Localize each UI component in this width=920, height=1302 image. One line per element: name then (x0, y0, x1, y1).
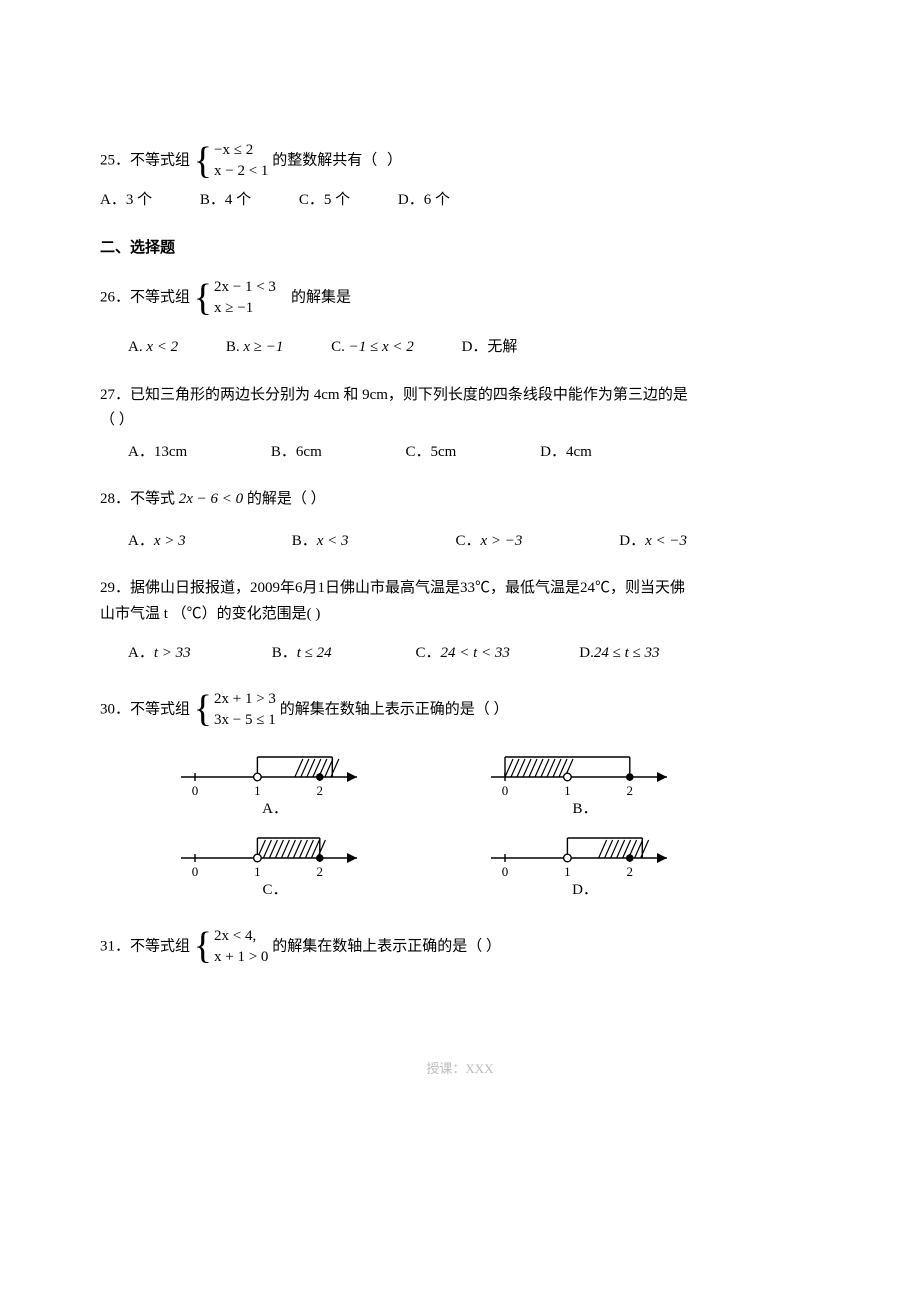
q28-opt-d: D．x < −3 (619, 529, 779, 555)
svg-text:1: 1 (564, 783, 571, 797)
q30-suffix: 的解集在数轴上表示正确的是（ ） (280, 701, 509, 717)
question-30: 30．不等式组 { 2x + 1 > 3 3x − 5 ≤ 1 的解集在数轴上表… (100, 689, 820, 904)
q29-opt-a: A．t > 33 (128, 641, 268, 667)
page-footer: 授课：XXX (100, 1058, 820, 1080)
brace-icon: { (194, 281, 212, 315)
q25-opt-b: B．4 个 (200, 188, 251, 214)
number-line-d: 0 1 2 (470, 826, 700, 878)
q25-eq2: x − 2 < 1 (214, 161, 268, 182)
q30-cell-a: 0 1 2 A． (160, 745, 390, 823)
q30-system: { 2x + 1 > 3 3x − 5 ≤ 1 (194, 689, 276, 731)
q28-suffix: 的解是（ ） (247, 491, 326, 507)
question-26: 26．不等式组 { 2x − 1 < 3 x ≥ −1 的解集是 A. x < … (100, 277, 820, 361)
q31-prefix: 31．不等式组 (100, 938, 190, 954)
q30-label-c: C． (160, 878, 390, 904)
q26-eq1: 2x − 1 < 3 (214, 277, 276, 298)
q27-options: A．13cm B．6cm C．5cm D．4cm (100, 440, 820, 466)
q25-suffix: 的整数解共有（ (272, 152, 377, 168)
q25-prefix: 25．不等式组 (100, 152, 190, 168)
svg-text:0: 0 (502, 864, 509, 878)
q26-equations: 2x − 1 < 3 x ≥ −1 (214, 277, 276, 319)
svg-text:1: 1 (254, 864, 261, 878)
q26-system: { 2x − 1 < 3 x ≥ −1 (194, 277, 276, 319)
brace-icon: { (194, 144, 212, 178)
q26-prefix: 26．不等式组 (100, 289, 190, 305)
q26-opt-b: B. x ≥ −1 (226, 335, 284, 361)
q29-opt-c: C．24 < t < 33 (416, 641, 576, 667)
q30-equations: 2x + 1 > 3 3x − 5 ≤ 1 (214, 689, 276, 731)
q26-opt-c: C. −1 ≤ x < 2 (331, 335, 414, 361)
question-29: 29．据佛山日报报道，2009年6月1日佛山市最高气温是33℃，最低气温是24℃… (100, 576, 820, 667)
q27-opt-a: A．13cm (128, 440, 187, 466)
q30-eq1: 2x + 1 > 3 (214, 689, 276, 710)
q28-opt-b: B．x < 3 (292, 529, 452, 555)
q28-opt-c: C．x > −3 (456, 529, 616, 555)
q28-options: A．x > 3 B．x < 3 C．x > −3 D．x < −3 (100, 529, 820, 555)
q31-eq1: 2x < 4, (214, 926, 268, 947)
brace-icon: { (194, 692, 212, 726)
q27-opt-b: B．6cm (271, 440, 322, 466)
q30-label-b: B． (470, 797, 700, 823)
q27-opt-d: D．4cm (540, 440, 592, 466)
q29-opt-b: B．t ≤ 24 (272, 641, 412, 667)
q25-equations: −x ≤ 2 x − 2 < 1 (214, 140, 268, 182)
q31-suffix: 的解集在数轴上表示正确的是（ ） (272, 938, 501, 954)
question-25: 25．不等式组 { −x ≤ 2 x − 2 < 1 的整数解共有（ ） A．3… (100, 140, 820, 214)
page-content: 25．不等式组 { −x ≤ 2 x − 2 < 1 的整数解共有（ ） A．3… (0, 0, 920, 1120)
q25-suffix2: ） (387, 152, 402, 168)
q30-cell-b: 0 1 2 B． (470, 745, 700, 823)
q26-suffix: 的解集是 (291, 289, 351, 305)
q30-row1: 0 1 2 A． 0 1 2 B． (160, 745, 820, 823)
q30-eq2: 3x − 5 ≤ 1 (214, 710, 276, 731)
q29-options: A．t > 33 B．t ≤ 24 C．24 < t < 33 D.24 ≤ t… (100, 641, 820, 667)
q28-prefix: 28．不等式 (100, 491, 175, 507)
q30-cell-d: 0 1 2 D． (470, 826, 700, 904)
q25-system: { −x ≤ 2 x − 2 < 1 (194, 140, 269, 182)
svg-text:2: 2 (627, 864, 634, 878)
q26-opt-a: A. x < 2 (128, 335, 178, 361)
q31-eq2: x + 1 > 0 (214, 947, 268, 968)
q28-expr: 2x − 6 < 0 (179, 491, 243, 507)
q27-line1: 27．已知三角形的两边长分别为 4cm 和 9cm，则下列长度的四条线段中能作为… (100, 383, 820, 409)
q27-line2: （ ） (100, 408, 820, 434)
question-27: 27．已知三角形的两边长分别为 4cm 和 9cm，则下列长度的四条线段中能作为… (100, 383, 820, 466)
svg-text:0: 0 (502, 783, 509, 797)
brace-icon: { (194, 929, 212, 963)
question-31: 31．不等式组 { 2x < 4, x + 1 > 0 的解集在数轴上表示正确的… (100, 926, 820, 968)
q30-label-a: A． (160, 797, 390, 823)
q25-opt-d: D．6 个 (398, 188, 450, 214)
q25-opt-c: C．5 个 (299, 188, 350, 214)
question-28: 28．不等式 2x − 6 < 0 的解是（ ） A．x > 3 B．x < 3… (100, 487, 820, 554)
q28-opt-a: A．x > 3 (128, 529, 288, 555)
svg-text:2: 2 (627, 783, 634, 797)
svg-text:1: 1 (254, 783, 261, 797)
q30-prefix: 30．不等式组 (100, 701, 190, 717)
q31-equations: 2x < 4, x + 1 > 0 (214, 926, 268, 968)
number-line-a: 0 1 2 (160, 745, 390, 797)
paren-spacer (377, 152, 387, 168)
q26-options: A. x < 2 B. x ≥ −1 C. −1 ≤ x < 2 D．无解 (100, 335, 820, 361)
q25-opt-a: A．3 个 (100, 188, 152, 214)
q29-line1: 29．据佛山日报报道，2009年6月1日佛山市最高气温是33℃，最低气温是24℃… (100, 576, 820, 602)
q30-cell-c: 0 1 2 C． (160, 826, 390, 904)
q30-label-d: D． (470, 878, 700, 904)
svg-text:0: 0 (192, 864, 199, 878)
q30-row2: 0 1 2 C． 0 1 2 D． (160, 826, 820, 904)
q31-system: { 2x < 4, x + 1 > 0 (194, 926, 269, 968)
q26-eq2: x ≥ −1 (214, 298, 276, 319)
svg-text:2: 2 (317, 864, 324, 878)
q27-opt-c: C．5cm (406, 440, 457, 466)
number-line-c: 0 1 2 (160, 826, 390, 878)
q30-diagrams: 0 1 2 A． 0 1 2 B． 0 1 2 C． 0 1 2 D． (160, 745, 820, 904)
svg-text:0: 0 (192, 783, 199, 797)
q29-opt-d: D.24 ≤ t ≤ 33 (579, 641, 739, 667)
section-2-title: 二、选择题 (100, 236, 820, 262)
q25-eq1: −x ≤ 2 (214, 140, 268, 161)
svg-text:1: 1 (564, 864, 571, 878)
q29-line2: 山市气温 t （℃）的变化范围是( ) (100, 602, 820, 628)
q25-options: A．3 个 B．4 个 C．5 个 D．6 个 (100, 188, 820, 214)
svg-text:2: 2 (317, 783, 324, 797)
number-line-b: 0 1 2 (470, 745, 700, 797)
q26-opt-d: D．无解 (462, 335, 518, 361)
